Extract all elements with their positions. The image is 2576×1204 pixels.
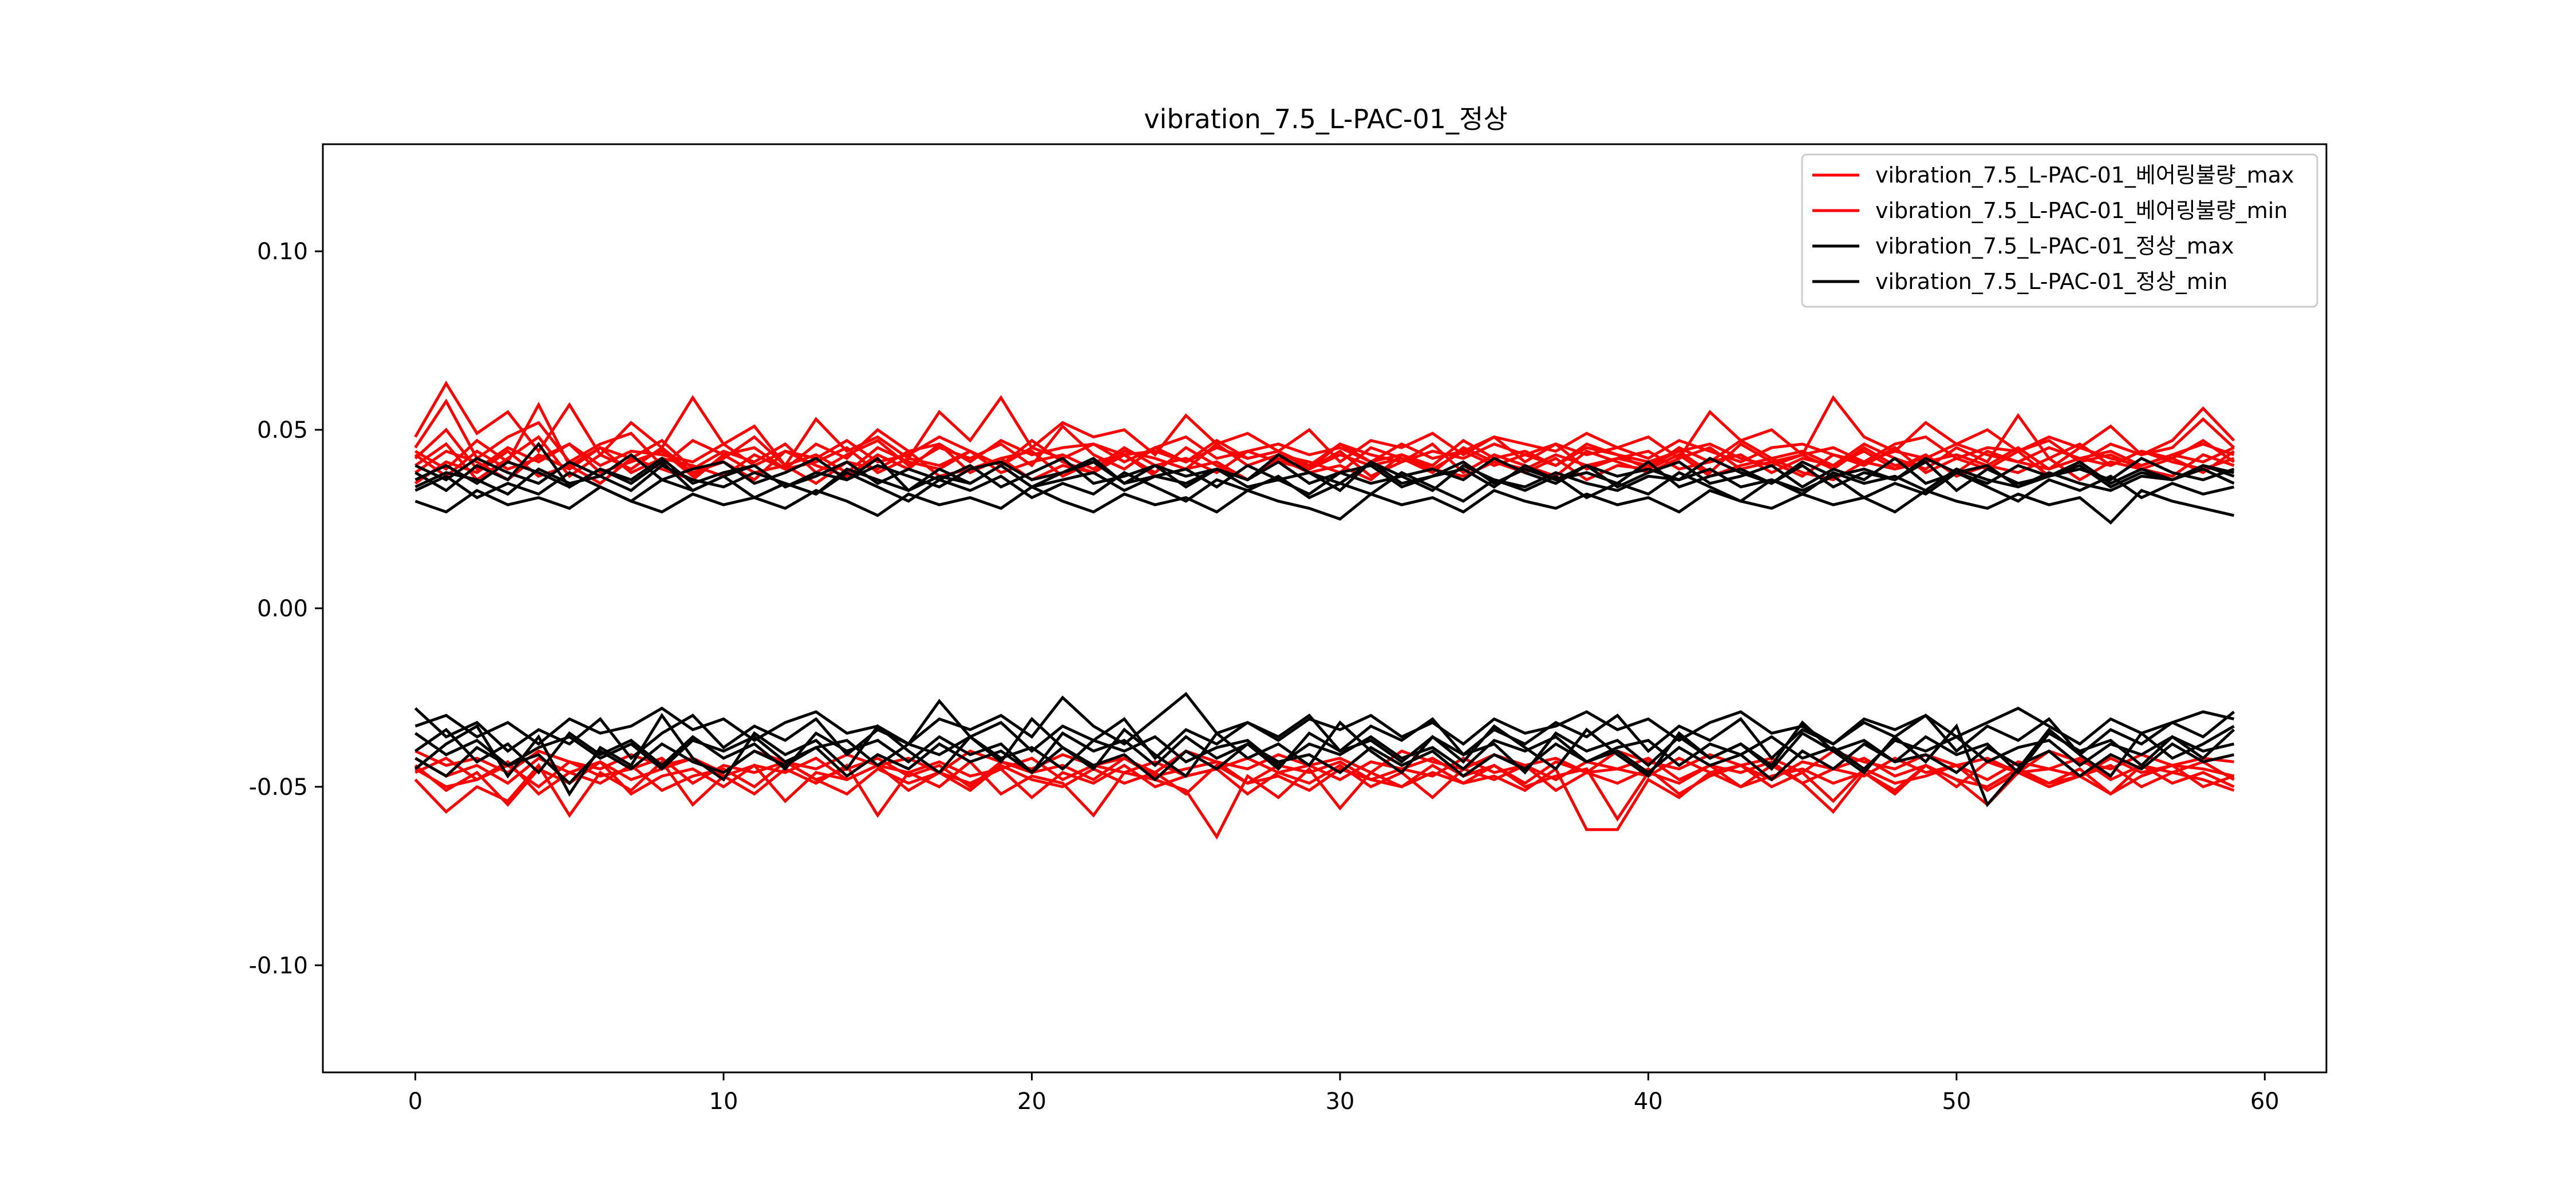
- series-line-5: [414, 449, 2235, 485]
- y-tick-label: 0.05: [257, 417, 308, 443]
- series-line-18: [414, 464, 2235, 496]
- series-line-13: [414, 760, 2235, 807]
- legend-label: vibration_7.5_L-PAC-01_베어링불량_max: [1875, 163, 2294, 188]
- x-tick-label: 30: [1325, 1088, 1354, 1115]
- legend-label: vibration_7.5_L-PAC-01_정상_min: [1875, 269, 2228, 294]
- series-line-21: [414, 699, 2235, 761]
- y-tick-label: 0.10: [257, 239, 308, 265]
- series-line-22: [414, 732, 2235, 771]
- chart-title: vibration_7.5_L-PAC-01_정상: [1144, 104, 1507, 134]
- legend-label: vibration_7.5_L-PAC-01_베어링불량_min: [1875, 198, 2287, 223]
- series-line-19: [414, 485, 2235, 525]
- series-line-17: [414, 453, 2235, 489]
- series-layer: [414, 381, 2235, 840]
- legend: vibration_7.5_L-PAC-01_베어링불량_max vibratio…: [1801, 153, 2318, 308]
- legend-box: [1801, 153, 2318, 308]
- y-axis: 0.10 0.05 0.00 -0.05 -0.10: [249, 239, 323, 979]
- x-axis: 0 10 20 30 40 50 60: [408, 1072, 2279, 1115]
- x-tick-label: 10: [709, 1088, 738, 1115]
- series-line-26: [414, 742, 2235, 786]
- x-tick-label: 50: [1942, 1088, 1971, 1115]
- x-tick-label: 40: [1634, 1088, 1663, 1115]
- y-tick-label: -0.05: [249, 774, 309, 801]
- y-tick-label: 0.00: [257, 596, 308, 622]
- series-line-25: [414, 692, 2235, 746]
- series-line-1: [414, 381, 2235, 468]
- series-line-24: [414, 712, 2235, 807]
- series-line-14: [414, 757, 2235, 789]
- x-tick-label: 60: [2250, 1088, 2279, 1115]
- x-tick-label: 20: [1017, 1088, 1046, 1115]
- series-line-11: [414, 757, 2235, 785]
- x-tick-label: 0: [408, 1088, 422, 1115]
- legend-label: vibration_7.5_L-PAC-01_정상_max: [1875, 233, 2234, 259]
- series-line-20: [414, 471, 2235, 503]
- series-line-2: [414, 398, 2235, 471]
- y-tick-label: -0.10: [249, 953, 309, 979]
